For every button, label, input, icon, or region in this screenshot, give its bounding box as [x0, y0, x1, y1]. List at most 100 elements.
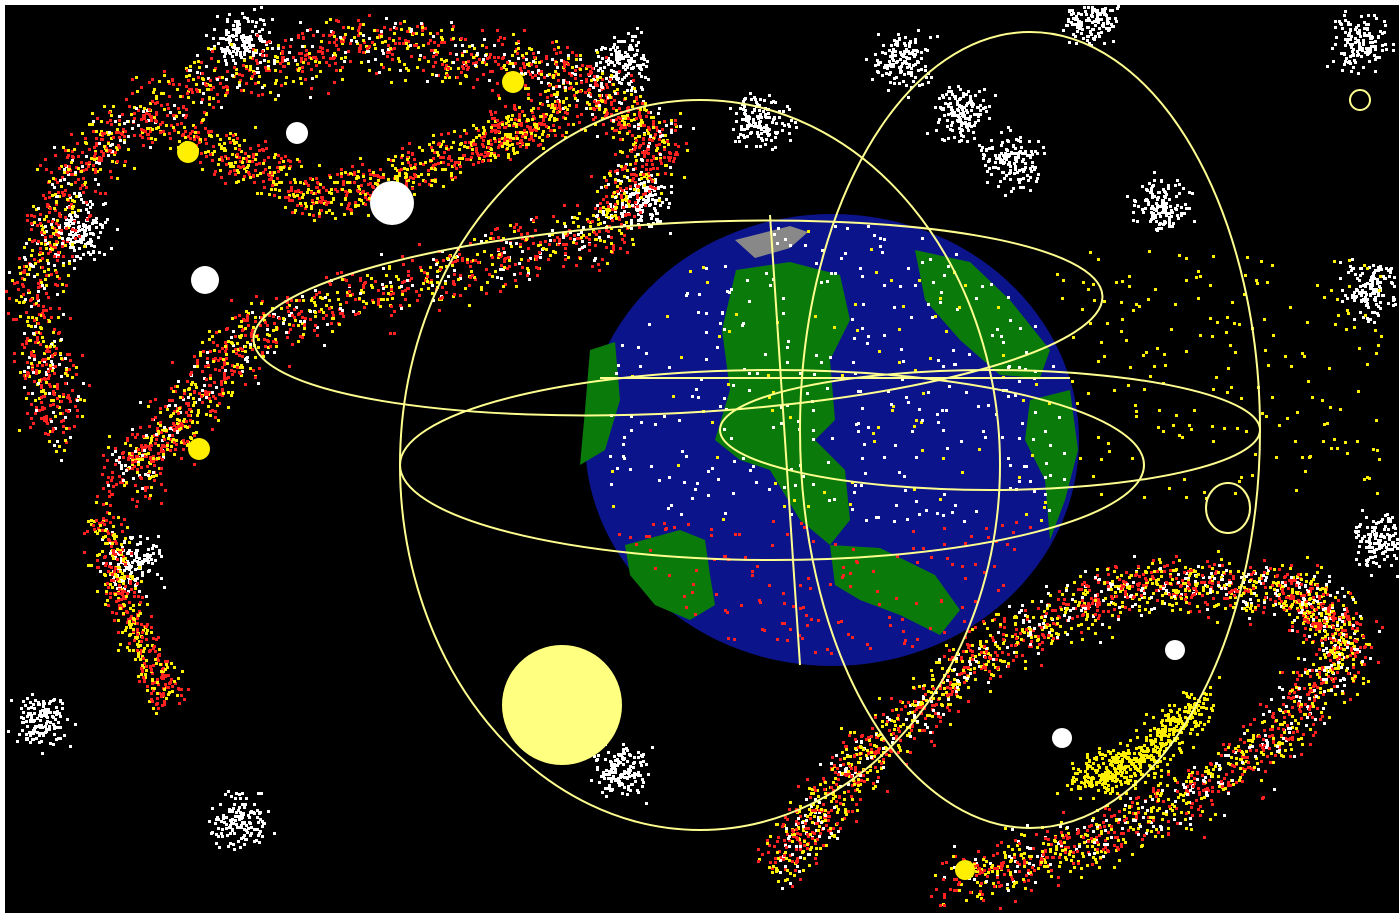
- dust: [102, 154, 105, 157]
- dust: [444, 67, 447, 70]
- dust: [1067, 20, 1070, 23]
- dust: [45, 215, 48, 218]
- dust: [257, 338, 260, 341]
- dust: [25, 397, 28, 400]
- dust: [263, 338, 266, 341]
- dust: [1339, 277, 1342, 280]
- dust: [146, 436, 149, 439]
- dust: [656, 199, 659, 202]
- dust: [1157, 212, 1160, 215]
- dust: [93, 221, 96, 224]
- dust: [52, 177, 55, 180]
- dust: [605, 60, 608, 63]
- dust: [203, 384, 206, 387]
- dust: [1367, 320, 1370, 323]
- dust: [238, 30, 241, 33]
- dust: [158, 80, 161, 83]
- dust: [139, 476, 142, 479]
- dust: [252, 54, 255, 57]
- dust: [615, 129, 618, 132]
- dust: [897, 33, 900, 36]
- dust: [1158, 205, 1161, 208]
- dust: [615, 58, 618, 61]
- dust: [32, 729, 35, 732]
- dust: [87, 211, 90, 214]
- dust: [94, 219, 97, 222]
- dust: [82, 201, 85, 204]
- dust: [760, 128, 763, 131]
- dust: [337, 298, 340, 301]
- dust: [209, 414, 212, 417]
- dust: [139, 535, 142, 538]
- dust: [208, 103, 211, 106]
- dust: [1091, 28, 1094, 31]
- dust: [133, 117, 136, 120]
- dust: [654, 209, 657, 212]
- dust: [215, 833, 218, 836]
- dust: [626, 132, 629, 135]
- dust: [410, 55, 413, 58]
- dust: [41, 228, 44, 231]
- dust: [354, 313, 357, 316]
- dust: [755, 101, 758, 104]
- dust: [242, 34, 245, 37]
- dust: [30, 706, 33, 709]
- dust: [246, 319, 249, 322]
- dust: [663, 156, 666, 159]
- dust: [69, 359, 72, 362]
- dust: [562, 107, 565, 110]
- dust: [98, 156, 101, 159]
- dust: [472, 86, 475, 89]
- dust: [977, 119, 980, 122]
- dust: [964, 117, 967, 120]
- dust: [1031, 165, 1034, 168]
- dust: [242, 40, 245, 43]
- dust: [543, 76, 546, 79]
- dust: [313, 301, 316, 304]
- dust: [613, 755, 616, 758]
- dust: [211, 831, 214, 834]
- dust: [513, 226, 516, 229]
- dust: [549, 239, 552, 242]
- dust: [334, 54, 337, 57]
- dust: [235, 68, 238, 71]
- dust: [1151, 214, 1154, 217]
- dust: [1152, 207, 1155, 210]
- dust: [759, 98, 762, 101]
- dust: [255, 59, 258, 62]
- dust: [1370, 35, 1373, 38]
- dust: [607, 57, 610, 60]
- dust: [36, 294, 39, 297]
- dust: [150, 558, 153, 561]
- dust: [1153, 171, 1156, 174]
- dust: [627, 106, 630, 109]
- dust: [245, 41, 248, 44]
- dust: [1368, 60, 1371, 63]
- dust: [551, 233, 554, 236]
- dust: [1072, 12, 1075, 15]
- dust: [494, 228, 497, 231]
- dust: [401, 293, 404, 296]
- dust: [1381, 544, 1384, 547]
- dust: [1363, 32, 1366, 35]
- dust: [297, 324, 300, 327]
- dust: [198, 66, 201, 69]
- dust: [146, 553, 149, 556]
- dust: [760, 116, 763, 119]
- dust: [39, 712, 42, 715]
- dust: [49, 244, 52, 247]
- dust: [315, 58, 318, 61]
- dust: [1369, 48, 1372, 51]
- dust: [274, 69, 277, 72]
- dust: [1154, 214, 1157, 217]
- dust: [1151, 196, 1154, 199]
- dust: [599, 96, 602, 99]
- dust: [161, 429, 164, 432]
- dust: [132, 477, 135, 480]
- dust: [103, 105, 106, 108]
- dust: [71, 230, 74, 233]
- dust: [740, 128, 743, 131]
- dust: [425, 277, 428, 280]
- dust: [40, 314, 43, 317]
- dust: [596, 78, 599, 81]
